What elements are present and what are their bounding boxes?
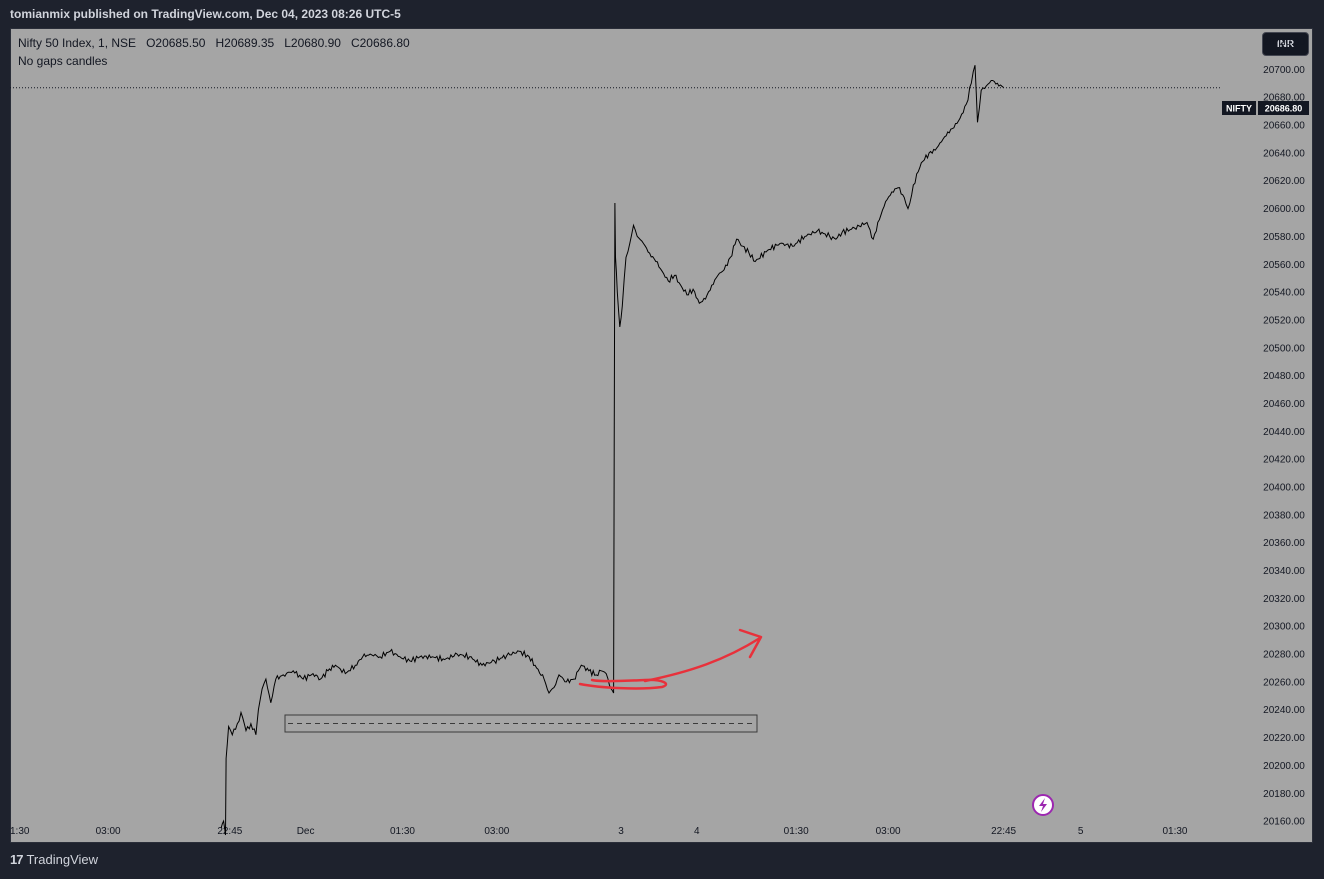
y-tick-label: 20160.00 [1263,817,1305,828]
y-tick-label: 20280.00 [1263,650,1305,661]
low-value: L20680.90 [284,36,341,50]
gap-zone-box [284,714,758,733]
chart-plot-area[interactable] [10,28,1313,843]
y-tick-label: 20560.00 [1263,260,1305,271]
publisher-caption: tomianmix published on TradingView.com, … [10,7,401,21]
x-tick-label: 03:00 [96,826,121,837]
y-tick-label: 20720.00 [1263,37,1305,48]
ohlc-row: Nifty 50 Index, 1, NSE O20685.50 H20689.… [18,35,410,51]
x-tick-label: 22:45 [217,826,242,837]
top-bar: tomianmix published on TradingView.com, … [0,0,1324,28]
series-layer [220,65,1004,836]
y-tick-label: 20320.00 [1263,594,1305,605]
y-tick-label: 20680.00 [1263,93,1305,104]
y-tick-label: 20200.00 [1263,761,1305,772]
x-tick-label: 5 [1078,826,1084,837]
y-tick-label: 20620.00 [1263,176,1305,187]
y-tick-label: 20260.00 [1263,677,1305,688]
x-tick-label: Dec [297,826,315,837]
x-tick-label: 01:30 [390,826,415,837]
y-tick-label: 20500.00 [1263,343,1305,354]
y-tick-label: 20400.00 [1263,483,1305,494]
y-tick-label: 20640.00 [1263,148,1305,159]
y-tick-label: 20220.00 [1263,733,1305,744]
high-value: H20689.35 [215,36,275,50]
price-label-group: NIFTY 20686.80 [1222,101,1309,115]
price-tag-text: 20686.80 [1265,104,1303,114]
indicator-label: No gaps candles [18,54,108,68]
y-tick-label: 20300.00 [1263,622,1305,633]
x-tick-label: 1:30 [10,826,30,837]
annotation-arrow [578,628,763,690]
currency-button[interactable]: INR [1262,32,1309,56]
lightning-icon[interactable] [1032,794,1054,816]
y-tick-label: 20520.00 [1263,315,1305,326]
y-tick-label: 20180.00 [1263,789,1305,800]
x-tick-label: 03:00 [484,826,509,837]
y-tick-label: 20420.00 [1263,455,1305,466]
y-tick-label: 20480.00 [1263,371,1305,382]
x-tick-label: 3 [618,826,624,837]
y-tick-label: 20440.00 [1263,427,1305,438]
y-tick-label: 20360.00 [1263,538,1305,549]
price-series-line [220,65,1004,836]
y-tick-label: 20240.00 [1263,705,1305,716]
tradingview-brand[interactable]: 17 TradingView [10,852,98,867]
x-tick-label: 4 [694,826,700,837]
price-tag [1258,101,1309,115]
y-tick-label: 20660.00 [1263,121,1305,132]
y-tick-label: 20600.00 [1263,204,1305,215]
x-tick-label: 01:30 [1162,826,1187,837]
tradingview-logo-icon: 17 [10,852,24,867]
x-tick-label: 03:00 [876,826,901,837]
y-tick-label: 20340.00 [1263,566,1305,577]
time-axis: 1:30 03:00 22:45 Dec 01:30 03:00 3 4 01:30 03:00 2… [10,826,1188,837]
open-value: O20685.50 [146,36,206,50]
tradingview-wordmark: TradingView [26,852,99,867]
ticker-text: NIFTY [1226,104,1252,114]
x-tick-label: 01:30 [784,826,809,837]
annotation-arrow-shaft [643,636,762,683]
close-value: C20686.80 [350,36,410,50]
symbol-legend: Nifty 50 Index, 1, NSE O20685.50 H20689.… [18,35,410,69]
y-tick-label: 20540.00 [1263,288,1305,299]
annotation-arrow-head [738,628,763,659]
y-tick-label: 20700.00 [1263,65,1305,76]
y-tick-label: 20580.00 [1263,232,1305,243]
y-tick-label: 20380.00 [1263,510,1305,521]
y-tick-label: 20460.00 [1263,399,1305,410]
ticker-tag [1222,101,1256,115]
symbol-name: Nifty 50 Index, 1, NSE [18,36,137,50]
annotation-scribble [578,678,668,690]
x-tick-label: 22:45 [991,826,1016,837]
price-axis: 20160.00 20180.00 20200.00 20220.00 20240.00… [1263,37,1305,828]
